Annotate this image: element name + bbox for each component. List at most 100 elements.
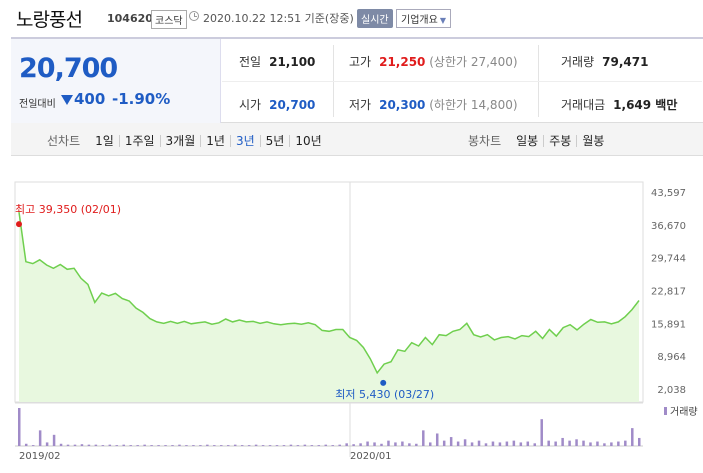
low-price: 저가 20,300 (하한가 14,800)	[349, 96, 518, 113]
realtime-button[interactable]: 실시간	[357, 9, 393, 28]
volume-bar	[282, 445, 286, 446]
volume-bar	[422, 430, 425, 446]
company-overview-button[interactable]: 기업개요 ▼	[396, 9, 451, 28]
volume-bar	[603, 443, 606, 446]
price-summary: 20,700 전일대비 400 -1.90%	[11, 39, 221, 123]
volume-bar	[317, 445, 321, 446]
price-area	[19, 212, 639, 402]
price-chart: 43,597 36,670 29,744 22,817 15,891 8,964 2,038…	[0, 157, 703, 473]
candle-chart-label: 봉차트	[468, 134, 502, 148]
volume-bar	[268, 445, 272, 446]
volume-bar	[101, 445, 105, 446]
x-tick-label: 2019/02	[19, 451, 61, 462]
period-1w[interactable]: 1주일	[120, 134, 161, 147]
volume-bar	[303, 444, 307, 446]
period-1d[interactable]: 1일	[90, 134, 120, 147]
period-10y[interactable]: 10년	[295, 133, 322, 148]
volume-bar	[310, 445, 314, 446]
volume-value: 79,471	[602, 55, 649, 69]
high-label: 고가	[349, 55, 372, 69]
volume-bar	[547, 440, 550, 446]
clock-icon	[189, 11, 199, 21]
y-tick-label: 2,038	[657, 385, 686, 396]
line-chart-label: 선차트	[47, 134, 81, 148]
volume-bar	[463, 439, 467, 446]
volume-bar	[589, 442, 592, 446]
volume-bar	[442, 440, 446, 446]
period-toolbar: 선차트 1일 1주일 3개월 1년 3년 5년 10년 봉차트 일봉 주봉 월봉	[11, 123, 703, 156]
volume-bar	[24, 443, 28, 446]
prev-close-value: 21,100	[269, 55, 316, 69]
volume-bar	[429, 442, 432, 446]
volume-bar	[575, 439, 578, 446]
volume-bar	[38, 430, 42, 446]
candle-monthly[interactable]: 월봉	[582, 133, 605, 148]
divider	[222, 81, 702, 82]
volume-bar	[331, 445, 334, 446]
volume-bar	[373, 442, 376, 446]
trade-amount-label: 거래대금	[561, 98, 606, 112]
volume-bar	[289, 444, 293, 446]
volume-bar	[199, 445, 202, 446]
volume-bar	[45, 442, 49, 446]
volume-bar	[233, 444, 237, 446]
price-chart-svg: 43,597 36,670 29,744 22,817 15,891 8,964 2,038…	[14, 181, 698, 462]
volume-bar	[254, 444, 258, 446]
volume-bar	[401, 441, 404, 446]
volume-bar	[261, 445, 265, 446]
candle-chart-periods: 봉차트 일봉 주봉 월봉	[468, 132, 609, 149]
volume-bar	[526, 441, 530, 446]
volume-bar	[352, 444, 355, 446]
min-label: 최저 5,430 (03/27)	[335, 388, 434, 401]
max-label: 최고 39,350 (02/01)	[15, 203, 121, 216]
volume-bar	[617, 441, 620, 446]
volume-bar	[115, 445, 119, 446]
volume-label: 거래량	[561, 55, 595, 69]
volume-bar	[435, 433, 439, 446]
y-tick-label: 8,964	[657, 352, 686, 363]
volume: 거래량 79,471	[561, 53, 648, 70]
volume-bar	[324, 444, 328, 446]
volume-bar	[470, 442, 474, 446]
volume-bar	[275, 445, 279, 446]
quote-panel: 20,700 전일대비 400 -1.90% 전일 21,100 고가 21,250…	[11, 37, 703, 123]
prev-close: 전일 21,100	[239, 53, 315, 70]
y-tick-label: 29,744	[651, 254, 686, 265]
candle-daily[interactable]: 일봉	[511, 134, 545, 147]
volume-bar	[171, 445, 174, 446]
volume-bar	[122, 444, 125, 446]
volume-bar	[143, 444, 146, 446]
line-chart-periods: 선차트 1일 1주일 3개월 1년 3년 5년 10년	[47, 132, 327, 149]
change-label: 전일대비	[19, 99, 56, 110]
volume-bar	[66, 444, 70, 446]
volume-bar	[449, 437, 453, 446]
price-line	[18, 211, 640, 375]
y-tick-label: 43,597	[651, 188, 686, 199]
volume-bar	[296, 445, 300, 446]
volume-bar	[491, 441, 495, 446]
volume-bar	[477, 440, 481, 446]
chevron-down-icon: ▼	[439, 16, 446, 25]
period-3y[interactable]: 3년	[231, 134, 261, 147]
period-1y[interactable]: 1년	[201, 134, 231, 147]
volume-bar	[554, 441, 557, 446]
max-point	[16, 221, 22, 228]
period-3m[interactable]: 3개월	[161, 134, 202, 147]
volume-bar	[213, 445, 216, 446]
volume-bar	[129, 445, 132, 446]
open-price: 시가 20,700	[239, 96, 315, 113]
high-value: 21,250	[379, 55, 426, 69]
volume-bar	[31, 445, 35, 446]
volume-legend: 거래량	[670, 406, 698, 418]
volume-bar	[408, 443, 411, 446]
company-overview-label: 기업개요	[401, 15, 438, 26]
low-label: 저가	[349, 98, 372, 112]
y-tick-label: 22,817	[651, 287, 686, 298]
volume-bar	[338, 444, 341, 446]
candle-weekly[interactable]: 주봉	[544, 134, 578, 147]
period-5y[interactable]: 5년	[261, 134, 291, 147]
volume-bar	[73, 444, 77, 446]
volume-bar	[394, 442, 397, 446]
x-tick-label: 2020/01	[350, 451, 392, 462]
volume-bar	[415, 443, 418, 446]
